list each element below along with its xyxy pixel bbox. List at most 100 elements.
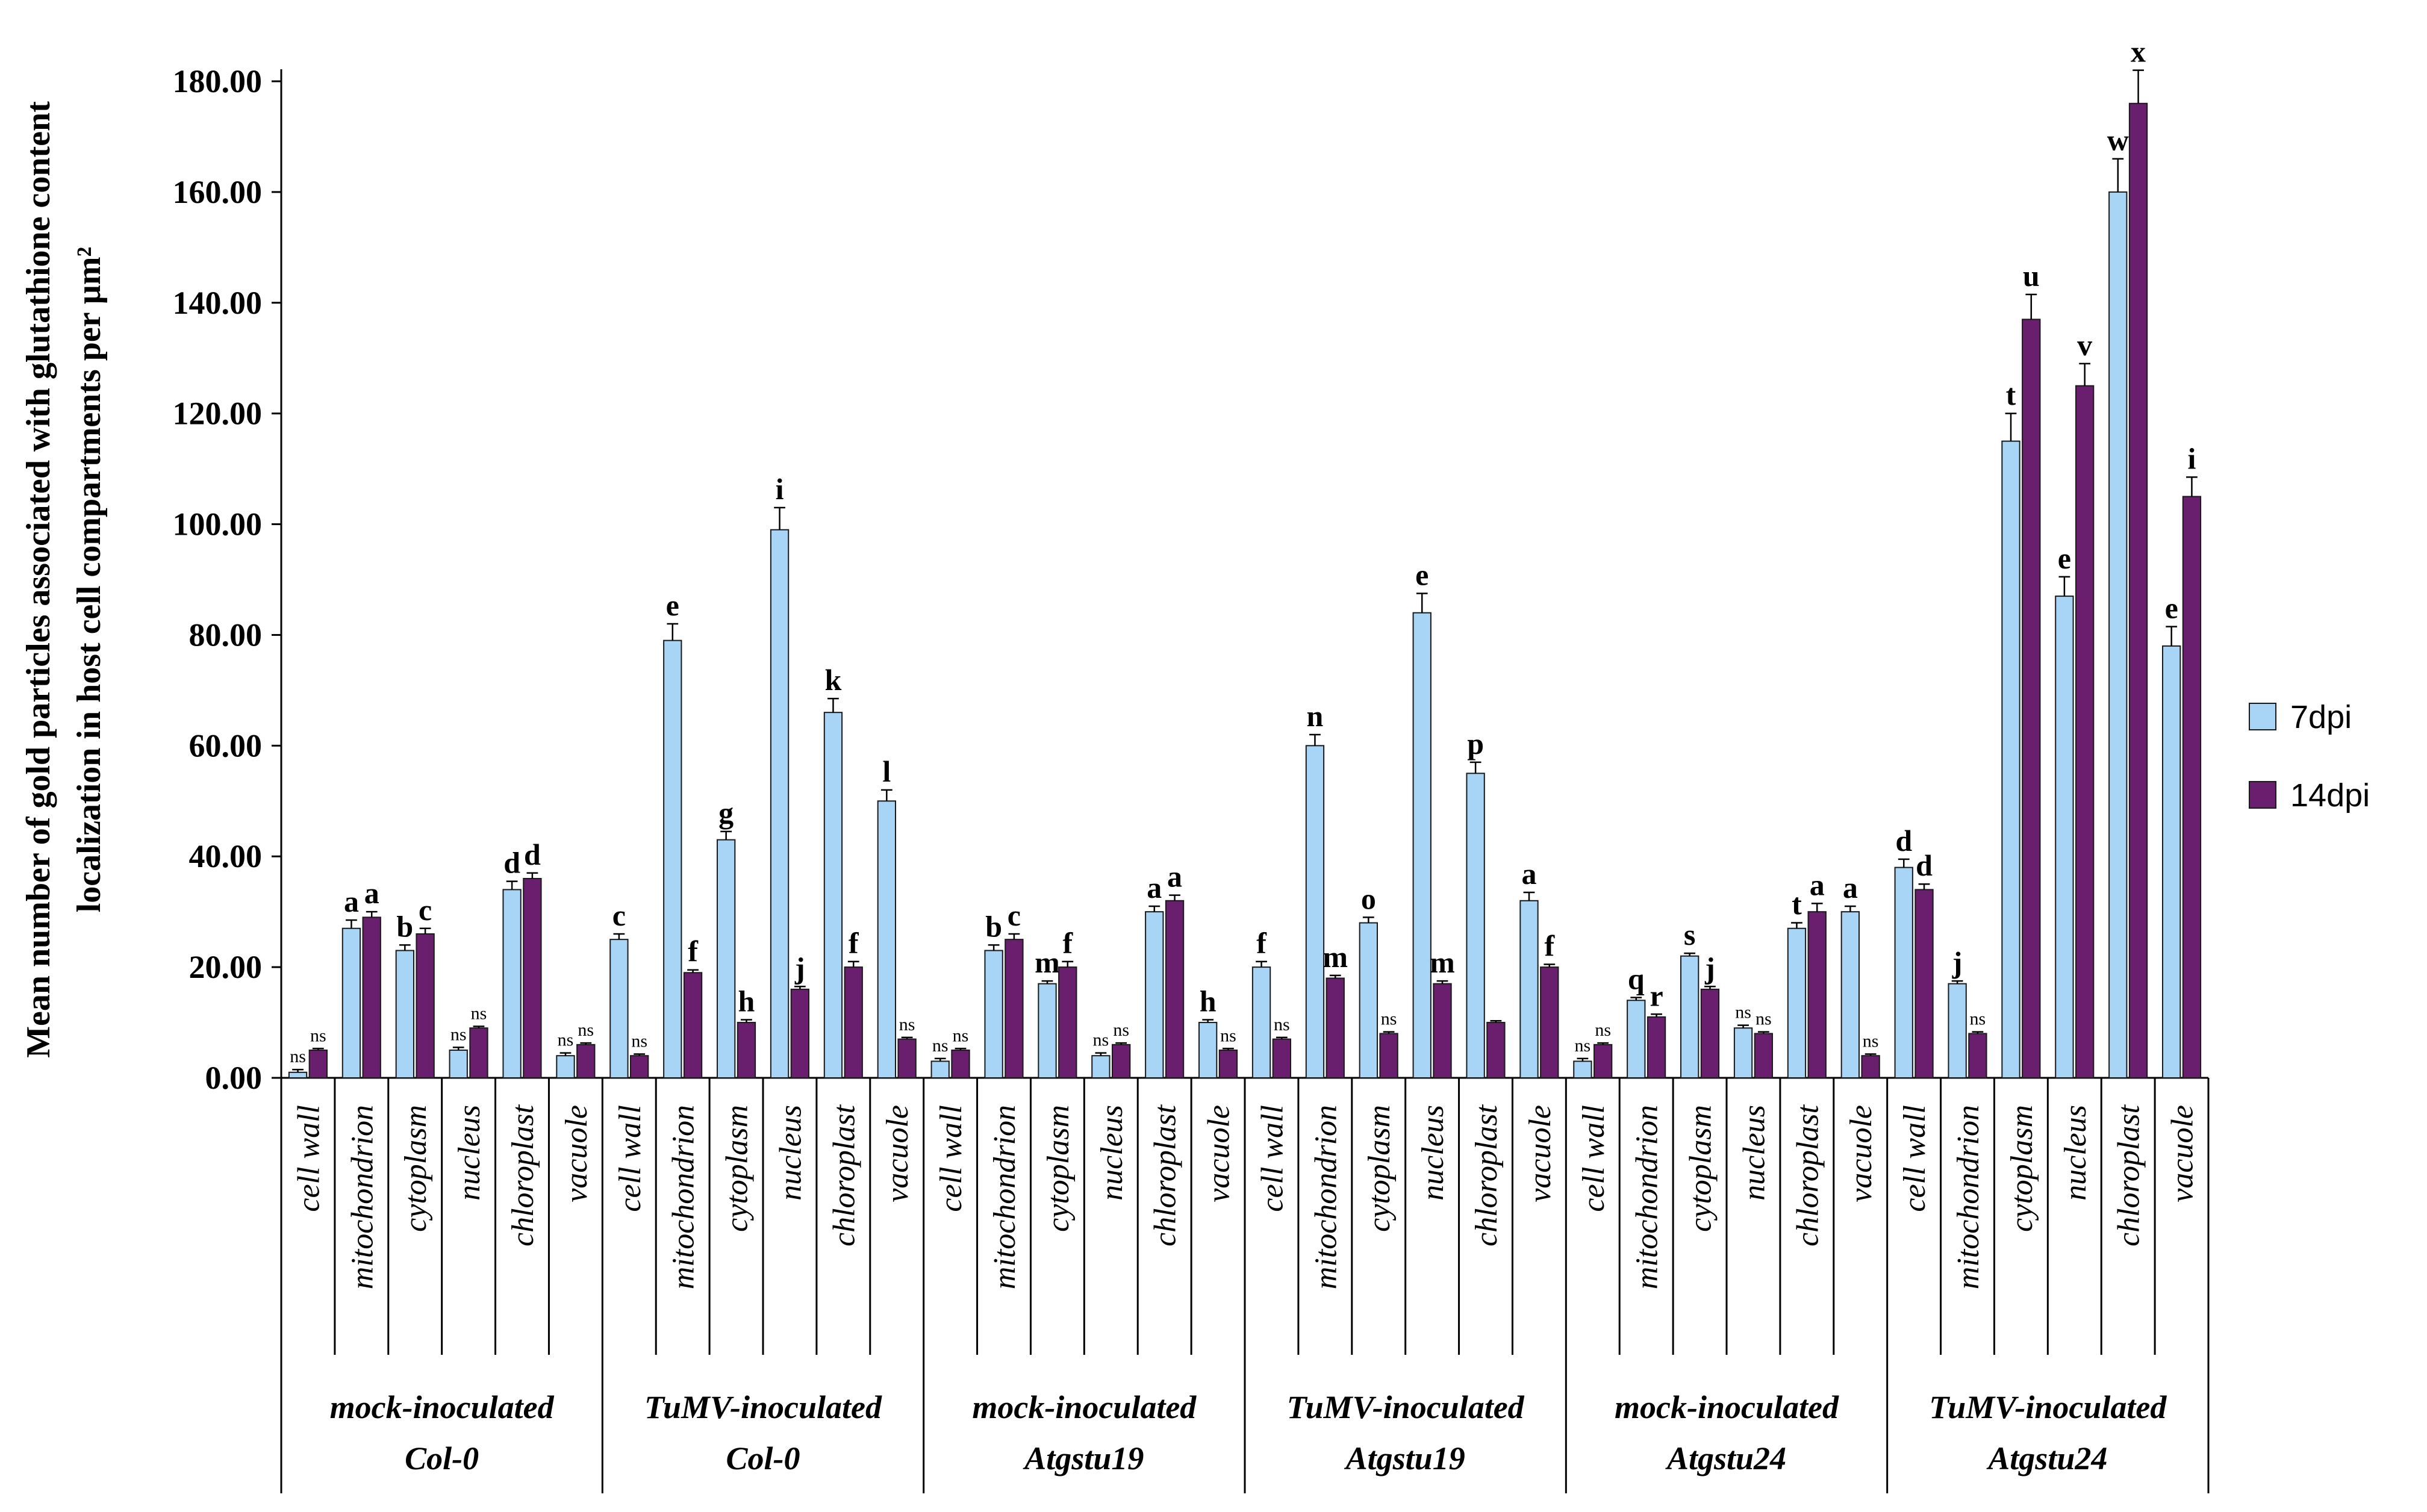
s2-bar-18 <box>1272 1038 1292 1079</box>
significance-label: d <box>524 838 541 871</box>
s1-bar-17 <box>1198 1022 1218 1078</box>
s2-bar-25 <box>1647 1016 1666 1078</box>
significance-label: ns <box>1863 1031 1879 1051</box>
y-tick-label: 160.00 <box>173 174 263 210</box>
significance-label: ns <box>1220 1025 1236 1045</box>
group-label-line-1: TuMV-inoculated <box>644 1389 882 1425</box>
y-axis-label-line-2: localization in host cell compartments p… <box>70 247 108 913</box>
significance-label: a <box>1167 860 1182 894</box>
s1-bar-2 <box>395 950 415 1079</box>
s2-bar-16 <box>1165 900 1185 1079</box>
s2-bar-2 <box>416 933 435 1079</box>
s1-bar-28 <box>1787 927 1807 1078</box>
significance-label: m <box>1430 945 1455 979</box>
s2-bar-29 <box>1861 1055 1880 1078</box>
category-label: vacuole <box>559 1105 594 1202</box>
category-label: cytoplasm <box>720 1105 755 1232</box>
s1-bar-35 <box>2162 645 2181 1079</box>
significance-label: a <box>1522 857 1537 891</box>
s2-bar-35 <box>2182 496 2202 1078</box>
s1-bar-0 <box>288 1071 308 1078</box>
category-label: mitochondrion <box>1630 1105 1665 1289</box>
significance-label: f <box>1256 926 1267 960</box>
significance-label: e <box>1415 558 1428 591</box>
y-tick-label: 40.00 <box>189 838 263 874</box>
s1-bar-8 <box>717 839 736 1079</box>
significance-label: a <box>344 885 359 918</box>
significance-label: q <box>1628 962 1645 996</box>
category-label: chloroplast <box>1469 1104 1504 1246</box>
s2-bar-27 <box>1754 1033 1774 1079</box>
s2-bar-13 <box>1005 939 1024 1079</box>
significance-label: ns <box>1274 1015 1290 1034</box>
group-label-line-1: mock-inoculated <box>330 1389 555 1425</box>
s1-bar-9 <box>770 529 790 1078</box>
legend-label-7dpi: 7dpi <box>2290 699 2352 735</box>
group-label-line-1: TuMV-inoculated <box>1929 1389 2167 1425</box>
significance-label: s <box>1684 918 1695 951</box>
category-label: nucleus <box>1095 1105 1129 1201</box>
y-tick-label: 100.00 <box>173 506 263 543</box>
category-label: cell wall <box>1898 1105 1932 1212</box>
significance-label: k <box>825 663 842 697</box>
s1-bar-14 <box>1038 983 1057 1079</box>
significance-label: t <box>1792 888 1802 921</box>
significance-label: i <box>2187 441 2196 475</box>
category-label: mitochondrion <box>345 1105 379 1289</box>
significance-label: f <box>1544 929 1555 963</box>
significance-label: e <box>2058 541 2071 575</box>
significance-label: j <box>794 951 805 985</box>
significance-label: ns <box>899 1015 915 1034</box>
s1-bar-23 <box>1519 900 1539 1079</box>
significance-label: u <box>2023 259 2040 293</box>
s1-bar-12 <box>930 1060 950 1078</box>
s2-bar-20 <box>1379 1033 1398 1079</box>
significance-label: t <box>2006 378 2016 412</box>
s2-bar-9 <box>790 988 809 1079</box>
significance-label: r <box>1650 978 1663 1012</box>
significance-label: m <box>1323 940 1348 974</box>
s2-bar-21 <box>1433 983 1452 1079</box>
significance-label: b <box>985 909 1002 943</box>
category-label: chloroplast <box>1790 1104 1825 1246</box>
category-label: cytoplasm <box>1041 1105 1076 1232</box>
s1-bar-1 <box>341 927 361 1078</box>
s1-bar-30 <box>1894 866 1913 1078</box>
significance-label: ns <box>631 1031 647 1051</box>
significance-label: i <box>776 472 784 506</box>
category-label: chloroplast <box>506 1104 540 1246</box>
significance-label: v <box>2077 328 2092 362</box>
s2-bar-14 <box>1058 966 1077 1078</box>
s2-bar-33 <box>2075 385 2095 1078</box>
category-label: nucleus <box>2058 1105 2093 1201</box>
s2-bar-19 <box>1326 977 1345 1078</box>
s1-bar-21 <box>1412 612 1432 1078</box>
s2-bar-3 <box>469 1027 488 1078</box>
significance-label: h <box>1200 984 1217 1018</box>
s1-bar-32 <box>2001 440 2020 1078</box>
significance-label: ns <box>290 1047 306 1066</box>
significance-label: a <box>1810 868 1825 901</box>
s1-bar-29 <box>1840 911 1860 1078</box>
s2-bar-7 <box>683 972 703 1078</box>
s2-bar-32 <box>2022 319 2041 1078</box>
category-label: cell wall <box>1577 1105 1611 1212</box>
s1-bar-5 <box>556 1055 575 1078</box>
s1-bar-33 <box>2055 596 2074 1078</box>
significance-label: d <box>503 846 520 880</box>
significance-label: a <box>1147 871 1162 904</box>
significance-label: a <box>1843 871 1858 904</box>
category-label: mitochondrion <box>667 1105 701 1289</box>
category-label: nucleus <box>773 1105 808 1201</box>
s2-bar-15 <box>1112 1044 1131 1079</box>
significance-label: a <box>364 876 379 910</box>
s2-bar-1 <box>362 916 381 1078</box>
category-label: vacuole <box>1202 1105 1236 1202</box>
s1-bar-3 <box>449 1050 468 1079</box>
s1-bar-31 <box>1948 983 1967 1079</box>
significance-label: l <box>882 754 891 788</box>
category-label: cytoplasm <box>399 1105 433 1232</box>
significance-label: ns <box>1575 1036 1591 1056</box>
s2-bar-26 <box>1700 988 1720 1079</box>
group-label-line-1: mock-inoculated <box>972 1389 1197 1425</box>
